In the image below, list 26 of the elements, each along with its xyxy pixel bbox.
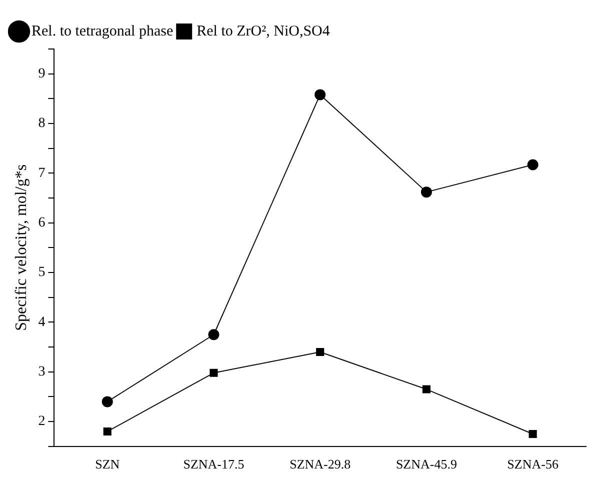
legend-label: Rel. to tetragonal phase <box>32 23 174 40</box>
y-tick-label: 8 <box>38 116 46 132</box>
point <box>528 430 537 438</box>
point <box>208 329 220 340</box>
x-tick-label: SZNA-17.5 <box>183 456 244 472</box>
x-tick-label: SZNA-45.9 <box>396 456 457 472</box>
point <box>314 89 326 100</box>
y-tick-label: 2 <box>38 414 46 430</box>
point <box>527 159 538 170</box>
x-tick-label: SZN <box>95 456 120 472</box>
x-tick-label: SZNA-56 <box>507 456 559 472</box>
x-tick-label: SZNA-29.8 <box>290 456 351 472</box>
y-tick-label: 3 <box>38 364 46 380</box>
point <box>103 427 112 436</box>
point <box>420 186 432 198</box>
y-tick-label: 7 <box>38 166 46 181</box>
legend-label: Rel to ZrO², NiO,SO4 <box>196 23 330 40</box>
point <box>316 348 324 356</box>
point <box>210 368 218 377</box>
y-axis-title: Specific velocity, mol/g*s <box>12 164 30 331</box>
y-tick-label: 5 <box>38 265 46 280</box>
y-tick-label: 9 <box>38 66 46 82</box>
y-tick-label: 4 <box>38 314 46 330</box>
point <box>422 385 430 394</box>
point <box>102 396 113 408</box>
y-tick-label: 6 <box>38 216 46 231</box>
